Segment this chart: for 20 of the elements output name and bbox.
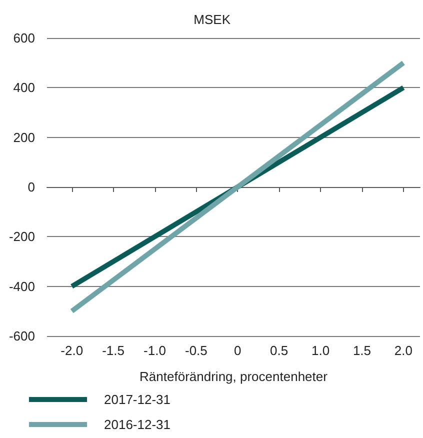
- x-tick-label: 2.0: [394, 343, 412, 358]
- x-tick-label: -1.5: [102, 343, 125, 358]
- x-tick-label: -1.0: [144, 343, 166, 358]
- x-axis-title: Ränteförändring, procentenheter: [140, 369, 328, 384]
- y-tick-label: -400: [8, 278, 35, 294]
- y-tick-label: -200: [8, 229, 35, 244]
- y-axis-title: MSEK: [194, 12, 231, 27]
- y-tick-label: 400: [13, 80, 35, 96]
- x-tick-label: -0.5: [184, 343, 208, 358]
- x-tick-label: 1.5: [352, 343, 372, 358]
- legend-label: 2017-12-31: [104, 392, 170, 407]
- x-tick-label: 0: [234, 343, 242, 358]
- x-tick-label: 1.0: [311, 343, 330, 358]
- x-tick-label: -2.0: [60, 343, 84, 358]
- y-tick-label: 0: [28, 180, 35, 194]
- y-tick-label: 600: [13, 30, 35, 46]
- legend-label: 2016-12-31: [104, 417, 170, 432]
- y-tick-label: -600: [8, 328, 35, 344]
- y-tick-label: 200: [13, 130, 35, 145]
- x-tick-label: 0.5: [270, 343, 288, 358]
